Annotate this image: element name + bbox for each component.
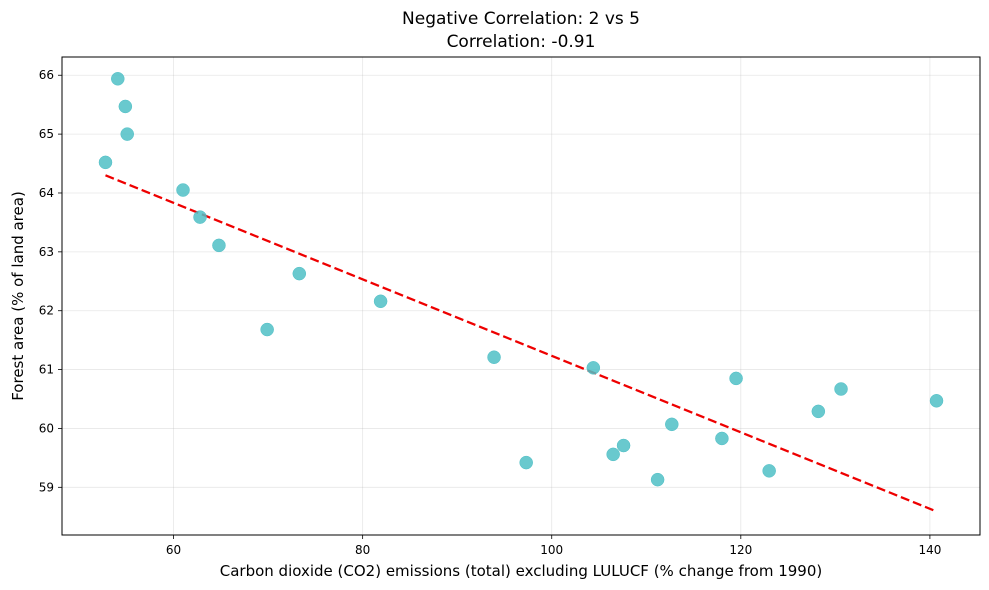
y-tick-label: 63 [39, 245, 54, 259]
scatter-point [762, 464, 776, 478]
scatter-point [120, 127, 134, 141]
scatter-point [616, 438, 631, 453]
y-tick-label: 65 [39, 127, 54, 141]
axis-ticks: 60 80 100 120 140 59 60 61 62 63 64 65 66 [39, 68, 942, 557]
y-tick-label: 59 [39, 480, 54, 494]
scatter-point [260, 322, 274, 337]
scatter-point [519, 455, 533, 470]
x-tick-label: 140 [918, 543, 941, 557]
scatter-point [715, 431, 729, 446]
trend-line [105, 174, 937, 513]
data-points [98, 72, 944, 487]
trend-line-group [105, 174, 937, 513]
scatter-point [487, 350, 501, 364]
y-axis-label: Forest area (% of land area) [9, 191, 27, 401]
plot-frame [61, 56, 981, 536]
x-tick-label: 120 [729, 543, 752, 557]
scatter-point [193, 210, 207, 224]
scatter-point [929, 394, 944, 408]
y-tick-label: 66 [39, 68, 54, 82]
scatter-point [811, 404, 826, 419]
scatter-point [212, 238, 226, 253]
x-axis-label: Carbon dioxide (CO2) emissions (total) e… [220, 562, 823, 580]
x-tick-label: 80 [355, 543, 370, 557]
y-tick-label: 62 [39, 304, 54, 318]
y-tick-label: 60 [39, 421, 54, 435]
scatter-point [665, 417, 679, 432]
x-tick-label: 60 [166, 543, 181, 557]
scatter-point [176, 183, 190, 197]
chart-title: Negative Correlation: 2 vs 5 [402, 9, 640, 29]
scatter-point [98, 155, 113, 170]
grid [62, 57, 980, 535]
scatter-point [373, 294, 388, 309]
scatter-point [729, 371, 743, 386]
scatter-point [586, 361, 601, 375]
x-tick-label: 100 [540, 543, 563, 557]
scatter-point [650, 472, 665, 487]
scatter-point [111, 72, 125, 86]
scatter-point [606, 447, 620, 462]
scatter-point [292, 266, 307, 281]
scatter-point [118, 99, 133, 114]
y-tick-label: 61 [39, 363, 54, 377]
scatter-point [834, 382, 848, 396]
y-tick-label: 64 [39, 186, 54, 200]
chart-subtitle: Correlation: -0.91 [447, 32, 596, 52]
